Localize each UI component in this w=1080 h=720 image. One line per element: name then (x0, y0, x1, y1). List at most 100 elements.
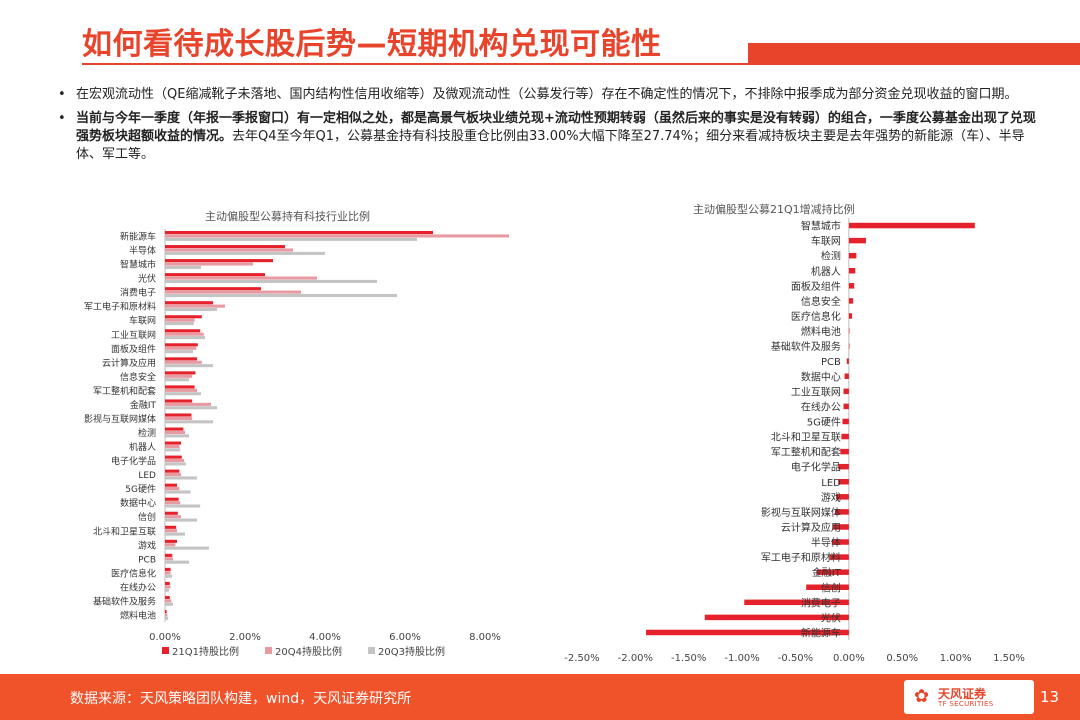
bar-2 (165, 332, 204, 336)
bar-3 (165, 265, 201, 269)
x-tick-label: 0.00% (149, 632, 181, 643)
bar-2 (165, 501, 181, 505)
bar-2 (165, 557, 173, 561)
chart2-title: 主动偏股型公募21Q1增减持比例 (693, 203, 855, 216)
bar-1 (165, 245, 285, 249)
bar-2 (165, 388, 197, 392)
category-label: LED (821, 478, 841, 489)
bar-3 (165, 307, 217, 312)
bar-1 (165, 259, 273, 263)
change-bar (646, 629, 849, 636)
category-label: 机器人 (811, 265, 841, 278)
category-label: 5G硬件 (807, 416, 841, 428)
bar-3 (165, 293, 397, 298)
category-label: 游戏 (138, 539, 156, 551)
x-tick-label: 4.00% (309, 632, 341, 643)
bar-3 (165, 364, 213, 368)
bar-3 (165, 279, 377, 284)
change-bar (832, 524, 849, 530)
x-tick-label: -2.50% (564, 653, 599, 664)
bar-1 (165, 343, 198, 347)
bar-3 (165, 251, 325, 255)
bar-1 (165, 553, 173, 557)
bar-2 (165, 599, 172, 603)
bar-2 (165, 276, 317, 280)
bar-1 (165, 413, 192, 417)
change-bar (848, 237, 866, 244)
change-bar (846, 358, 849, 364)
change-bar (806, 584, 849, 590)
category-label: 云计算及应用 (781, 521, 841, 534)
category-label: 在线办公 (801, 400, 841, 413)
change-bar (848, 343, 850, 349)
category-label: 医疗信息化 (791, 310, 841, 323)
bar-2 (165, 543, 176, 547)
category-label: 云计算及应用 (102, 357, 156, 369)
bullet-dot: • (58, 111, 66, 126)
bullet-text: 去年Q4至今年Q1，公募基金持有科技股重仓比例由33.00%大幅下降至27.74… (76, 129, 1025, 162)
bar-2 (165, 248, 293, 252)
bar-1 (165, 581, 170, 585)
category-label: 游戏 (821, 491, 841, 504)
category-label: 影视与互联网媒体 (84, 413, 156, 425)
change-bar (848, 222, 975, 229)
bar-3 (165, 616, 169, 620)
title-underline (82, 63, 1080, 65)
bar-2 (165, 458, 185, 463)
bar-2 (165, 304, 225, 308)
category-label: 军工整机和配套 (93, 385, 156, 397)
category-label: 光伏 (821, 611, 841, 624)
chart1-title: 主动偏股型公募持有科技行业比例 (205, 210, 370, 223)
bar-1 (165, 357, 197, 361)
category-label: 军工整机和配套 (771, 446, 841, 459)
x-tick-label: -1.00% (724, 653, 759, 664)
category-label: 光伏 (138, 273, 156, 285)
bar-1 (165, 595, 170, 600)
bar-3 (165, 574, 173, 578)
x-tick-label: 8.00% (469, 632, 501, 643)
x-tick-label: 0.50% (886, 653, 918, 664)
category-label: 消费电子 (120, 287, 156, 299)
bar-2 (165, 360, 202, 364)
change-bar (829, 554, 849, 560)
bar-3 (165, 504, 201, 508)
category-label: 车联网 (811, 235, 841, 248)
bar-1 (165, 609, 167, 614)
bar-1 (165, 511, 178, 515)
category-label: 电子化学品 (111, 455, 156, 467)
footer-source: 数据来源：天风策略团队构建，wind，天风证券研究所 (70, 691, 412, 707)
change-bar (834, 509, 849, 515)
change-bar (841, 433, 849, 440)
category-label: 半导体 (129, 245, 156, 257)
bar-1 (165, 329, 201, 333)
category-label: 数据中心 (801, 370, 841, 383)
bar-2 (165, 444, 180, 449)
bar-3 (165, 532, 185, 536)
bar-2 (165, 374, 193, 378)
change-bar (831, 539, 849, 545)
bar-3 (165, 546, 209, 550)
bar-1 (165, 231, 433, 235)
bar-3 (165, 378, 189, 382)
title-bar: 如何看待成长股后势—短期机构兑现可能性 (0, 0, 1080, 70)
bar-2 (165, 430, 185, 434)
change-bar (816, 569, 849, 575)
bar-2 (165, 571, 171, 575)
category-label: 医疗信息化 (111, 567, 156, 579)
category-label: 信创 (821, 581, 841, 594)
title-accent-bar (748, 43, 1080, 63)
category-label: 5G硬件 (125, 483, 156, 495)
bar-1 (165, 427, 184, 431)
category-label: 检测 (138, 427, 156, 439)
bullet-text: 在宏观流动性（QE缩减靴子未落地、国内结构性信用收缩等）及微观流动性（公募发行等… (76, 87, 1018, 102)
logo-icon: ✿ (914, 686, 930, 707)
category-label: 检测 (821, 250, 841, 263)
legend-swatch-2 (265, 647, 272, 654)
category-label: 新能源车 (120, 231, 156, 243)
legend-swatch-3 (368, 647, 375, 654)
bar-2 (165, 515, 181, 519)
company-logo: ✿ 天风证券 TF SECURITIES (904, 680, 1034, 714)
bar-3 (165, 406, 217, 410)
category-label: 北斗和卫星互联 (771, 432, 841, 444)
category-label: 金融IT (812, 566, 842, 579)
